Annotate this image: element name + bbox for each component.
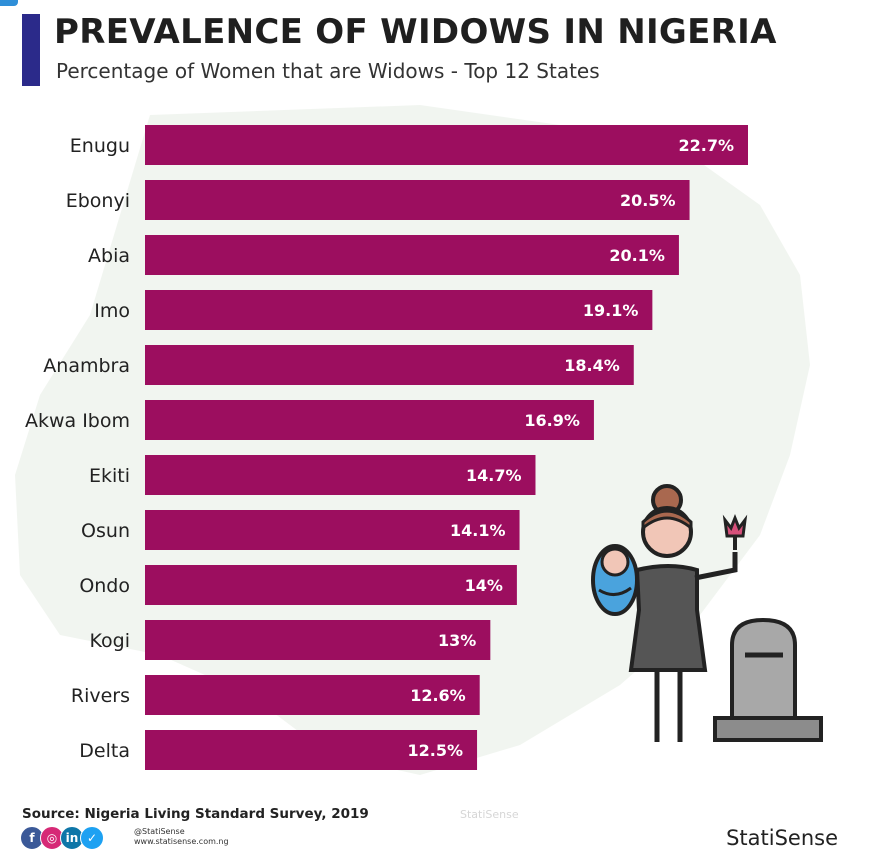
value-label: 12.5% xyxy=(408,741,464,760)
value-label: 14.7% xyxy=(466,466,522,485)
bar-abia xyxy=(145,235,679,275)
category-label: Kogi xyxy=(90,630,130,652)
category-label: Ondo xyxy=(79,575,130,597)
page-subtitle: Percentage of Women that are Widows - To… xyxy=(56,59,600,83)
value-label: 22.7% xyxy=(678,136,734,155)
website-text: www.statisense.com.ng xyxy=(134,837,229,846)
value-label: 18.4% xyxy=(564,356,620,375)
widow-illustration-icon xyxy=(591,484,823,742)
bar-ebonyi xyxy=(145,180,690,220)
source-note: Source: Nigeria Living Standard Survey, … xyxy=(22,806,369,822)
category-label: Enugu xyxy=(70,135,130,157)
category-label: Anambra xyxy=(43,355,130,377)
category-label: Delta xyxy=(79,740,130,762)
social-icons: f ◎ in ✓ xyxy=(20,826,104,850)
category-label: Imo xyxy=(94,300,130,322)
value-label: 12.6% xyxy=(410,686,466,705)
bar-imo xyxy=(145,290,653,330)
value-label: 14.1% xyxy=(450,521,506,540)
linkedin-icon[interactable]: in xyxy=(60,826,84,850)
bar-anambra xyxy=(145,345,634,385)
social-handle: @StatiSense www.statisense.com.ng xyxy=(134,827,229,847)
category-label: Ebonyi xyxy=(66,190,130,212)
value-label: 20.1% xyxy=(609,246,665,265)
bar-ekiti xyxy=(145,455,536,495)
bar-ondo xyxy=(145,565,517,605)
category-label: Akwa Ibom xyxy=(25,410,130,432)
bar-delta xyxy=(145,730,478,770)
value-label: 20.5% xyxy=(620,191,676,210)
value-label: 14% xyxy=(465,576,503,595)
handle-text: @StatiSense xyxy=(134,827,185,836)
category-label: Ekiti xyxy=(89,465,130,487)
value-label: 16.9% xyxy=(524,411,580,430)
bar-enugu xyxy=(145,125,748,165)
title-accent-bar xyxy=(22,14,40,86)
twitter-icon[interactable]: ✓ xyxy=(80,826,104,850)
category-label: Rivers xyxy=(71,685,130,707)
bar-rivers xyxy=(145,675,480,715)
category-label: Abia xyxy=(88,245,130,267)
corner-tab xyxy=(0,0,18,6)
bar-osun xyxy=(145,510,520,550)
value-label: 13% xyxy=(438,631,476,650)
page-title: PREVALENCE OF WIDOWS IN NIGERIA xyxy=(54,12,777,52)
watermark-text: StatiSense xyxy=(460,808,519,821)
bar-kogi xyxy=(145,620,491,660)
bar-akwa-ibom xyxy=(145,400,594,440)
category-label: Osun xyxy=(81,520,130,542)
value-label: 19.1% xyxy=(583,301,639,320)
brand-logo: StatiSense xyxy=(726,826,838,850)
